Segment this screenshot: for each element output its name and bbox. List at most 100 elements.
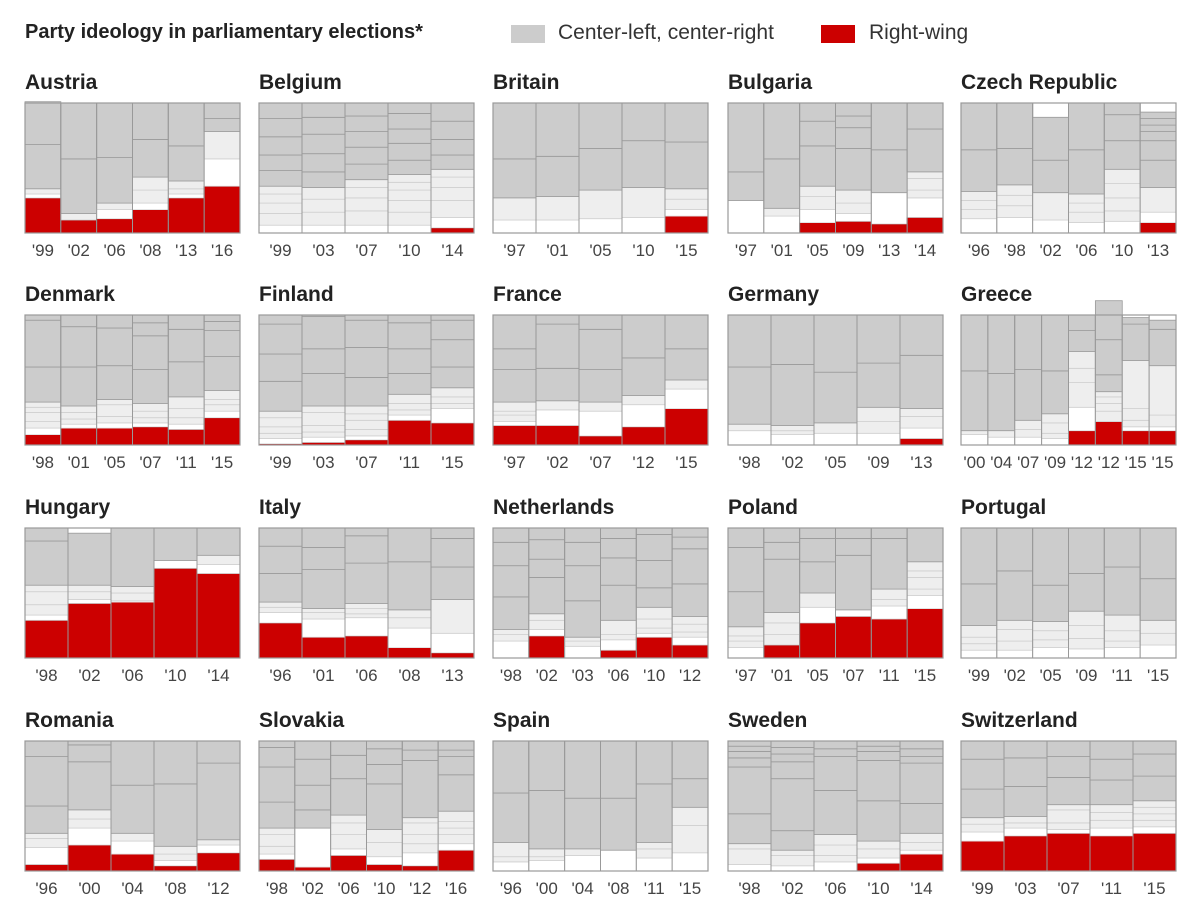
bar-segment-small-party bbox=[635, 606, 673, 620]
tick-label: '99 bbox=[968, 666, 990, 685]
bar-segment-mainstream bbox=[344, 562, 389, 604]
panel-frame bbox=[258, 527, 475, 659]
tick-label: '09 bbox=[1075, 666, 1097, 685]
bar-segment-mainstream bbox=[960, 527, 998, 585]
bar-segment-mainstream bbox=[763, 158, 801, 209]
election-bar bbox=[1068, 314, 1096, 446]
bar-segment-mainstream bbox=[899, 740, 944, 750]
bar-segment-mainstream bbox=[167, 102, 205, 147]
bar-segment-mainstream bbox=[366, 764, 403, 785]
tick-label: '16 bbox=[211, 241, 233, 260]
tick-label: '04 bbox=[572, 879, 594, 898]
tick-label: '03 bbox=[312, 453, 334, 472]
bar-segment-small-party bbox=[110, 592, 155, 602]
tick-label: '01 bbox=[546, 241, 568, 260]
bar-segment-small-party bbox=[906, 189, 944, 199]
bar-segment-other bbox=[799, 209, 836, 224]
bar-segment-mainstream bbox=[366, 783, 403, 830]
bar-segment-small-party bbox=[258, 845, 296, 855]
election-bar bbox=[635, 527, 673, 659]
bar-segment-mainstream bbox=[1068, 102, 1105, 151]
bar-segment-mainstream bbox=[763, 102, 801, 160]
bar-segment-mainstream bbox=[799, 120, 836, 147]
bar-segment-right-wing bbox=[430, 227, 475, 234]
bar-segment-other bbox=[167, 193, 205, 199]
bar-segment-small-party bbox=[528, 619, 566, 630]
election-bar bbox=[906, 527, 944, 659]
bar-segment-mainstream bbox=[387, 128, 432, 144]
bar-segment-other bbox=[196, 844, 241, 854]
bar-segment-right-wing bbox=[600, 649, 637, 659]
bar-segment-mainstream bbox=[430, 120, 475, 140]
bar-segment-small-party bbox=[387, 189, 432, 201]
bar-segment-other bbox=[387, 414, 432, 421]
bar-segment-other bbox=[671, 852, 709, 872]
election-bar bbox=[987, 314, 1016, 446]
election-bar bbox=[664, 314, 709, 446]
election-bar bbox=[67, 527, 112, 659]
tick-label: '11 bbox=[1112, 666, 1133, 685]
bar-segment-other bbox=[727, 647, 765, 659]
bar-segment-small-party bbox=[813, 834, 858, 846]
bar-segment-mainstream bbox=[770, 314, 815, 365]
bar-segment-mainstream bbox=[110, 527, 155, 587]
bar-segment-mainstream bbox=[1068, 527, 1105, 574]
bar-segment-small-party bbox=[1003, 822, 1048, 829]
election-bar bbox=[799, 102, 837, 234]
bar-segment-small-party bbox=[24, 604, 69, 616]
bar-segment-mainstream bbox=[635, 560, 673, 589]
bar-segment-small-party bbox=[492, 842, 530, 858]
bar-segment-right-wing bbox=[24, 864, 69, 872]
bar-segment-mainstream bbox=[564, 600, 601, 638]
bar-segment-mainstream bbox=[301, 102, 346, 118]
bar-segment-small-party bbox=[67, 584, 112, 593]
panel-frame bbox=[24, 314, 241, 446]
bar-segment-mainstream bbox=[899, 354, 944, 409]
bar-segment-other bbox=[727, 430, 772, 446]
bar-segment-mainstream bbox=[387, 322, 432, 350]
bar-segment-small-party bbox=[401, 822, 439, 836]
bar-segment-mainstream bbox=[564, 527, 601, 543]
election-bar bbox=[671, 740, 709, 872]
bar-segment-small-party bbox=[430, 187, 475, 201]
legend-label-center: Center-left, center-right bbox=[558, 21, 774, 44]
bar-segment-right-wing bbox=[856, 862, 901, 872]
bar-segment-mainstream bbox=[344, 527, 389, 537]
election-bar bbox=[664, 102, 709, 234]
panel-germany: Germany '98 '02 '05 '09 '13 bbox=[727, 283, 944, 472]
tick-label: '14 bbox=[914, 241, 936, 260]
election-bar bbox=[437, 740, 475, 872]
bar-segment-other bbox=[856, 432, 901, 446]
panel-title: Greece bbox=[961, 283, 1032, 306]
bar-segment-mainstream bbox=[578, 148, 623, 191]
panel-france: France '97 '02 '07 '12 '15 bbox=[492, 283, 709, 472]
bar-segment-small-party bbox=[492, 401, 537, 412]
bar-segment-other bbox=[899, 849, 944, 855]
bar-segment-right-wing bbox=[387, 647, 432, 659]
bar-segment-small-party bbox=[1121, 419, 1150, 428]
bar-segment-small-party bbox=[1014, 419, 1043, 430]
bar-segment-mainstream bbox=[1139, 527, 1177, 580]
tick-label: '05 bbox=[1040, 666, 1062, 685]
bar-segment-mainstream bbox=[1041, 370, 1069, 415]
bar-segment-other bbox=[1089, 827, 1134, 837]
bar-segment-other bbox=[763, 215, 801, 234]
bar-segment-small-party bbox=[366, 842, 403, 858]
bar-segment-right-wing bbox=[535, 425, 580, 446]
election-bar bbox=[258, 314, 303, 446]
bar-segment-other bbox=[528, 629, 566, 637]
bar-segment-mainstream bbox=[430, 319, 475, 341]
bar-segment-mainstream bbox=[153, 783, 198, 847]
bar-segment-small-party bbox=[870, 599, 908, 607]
bar-segment-small-party bbox=[1041, 432, 1069, 439]
bar-segment-mainstream bbox=[763, 527, 801, 543]
bar-segment-right-wing bbox=[60, 427, 98, 446]
bar-segment-mainstream bbox=[492, 792, 530, 843]
bar-segment-mainstream bbox=[671, 740, 709, 780]
tick-label: '10 bbox=[398, 241, 420, 260]
election-bar bbox=[110, 527, 155, 659]
bar-segment-mainstream bbox=[430, 138, 475, 156]
bar-segment-mainstream bbox=[196, 762, 241, 841]
bar-segment-mainstream bbox=[835, 527, 872, 539]
tick-label: '02 bbox=[1040, 241, 1062, 260]
